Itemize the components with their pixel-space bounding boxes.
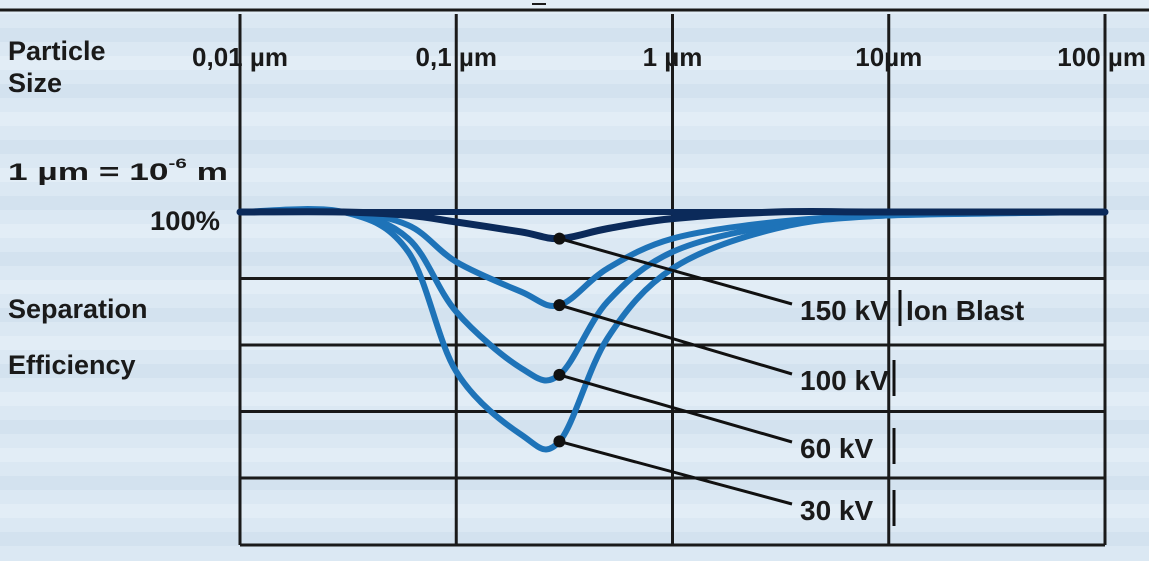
y-axis-title-word: Efficiency [8,350,136,380]
band-stripe [0,364,1149,378]
y-axis-title: Separation Efficiency [8,294,148,380]
data-point-marker [553,435,566,448]
grid: 0,01 µm 0,1 µm 1 µm 10µm 100 µm [0,3,1149,547]
band-stripe [0,28,1149,42]
x-tick-label: 0,1 µm [416,42,497,72]
band-stripe [0,112,1149,126]
series-group [236,206,1109,453]
series-label: 30 kV [800,495,873,526]
x-axis-title-word: Size [8,68,62,98]
x-unit-note-base: 1 µm = 10 [8,159,169,186]
annotations: 150 kV Ion Blast 100 kV 60 kV 30 kV [553,232,1024,526]
x-tick-label: 1 µm [643,42,703,72]
x-axis-title: Particle Size [8,36,106,98]
series-label: 150 kV [800,295,889,326]
leader-line [559,439,793,506]
series-line-100kv [237,208,1108,309]
data-point-marker [553,368,566,381]
band-stripe [0,56,1149,70]
band-stripe [0,252,1149,266]
band-stripe [0,504,1149,518]
x-unit-note: 1 µm = 10 -6 m [8,155,228,186]
band-stripe [0,280,1149,294]
data-point-marker [553,232,566,245]
series-annotation: Ion Blast [906,295,1024,326]
band-stripe [0,140,1149,154]
x-axis-title-word: Particle [8,36,106,66]
band-stripe [0,168,1149,182]
series-label: 100 kV [800,365,889,396]
leader-line [559,237,793,306]
band-stripe [0,308,1149,322]
x-unit-note-exp: -6 [169,155,188,171]
band-stripe [0,336,1149,350]
x-tick-label: 0,01 µm [192,42,288,72]
y-tick-100: 100% [150,206,220,236]
data-point-marker [553,299,566,312]
leader-line [559,303,793,376]
band-stripe [0,448,1149,462]
x-tick-label: 10µm [855,42,922,72]
series-label: 60 kV [800,433,873,464]
band-stripe [0,420,1149,434]
band-stripe [0,392,1149,406]
band-stripe [0,0,1149,14]
background-bands [0,0,1149,546]
x-tick-label: 100 µm [1057,42,1146,72]
y-axis-title-word: Separation [8,294,148,324]
band-stripe [0,532,1149,546]
x-unit-note-tail: m [187,159,228,186]
leader-line [559,373,793,444]
band-stripe [0,224,1149,238]
band-stripe [0,196,1149,210]
band-stripe [0,84,1149,98]
